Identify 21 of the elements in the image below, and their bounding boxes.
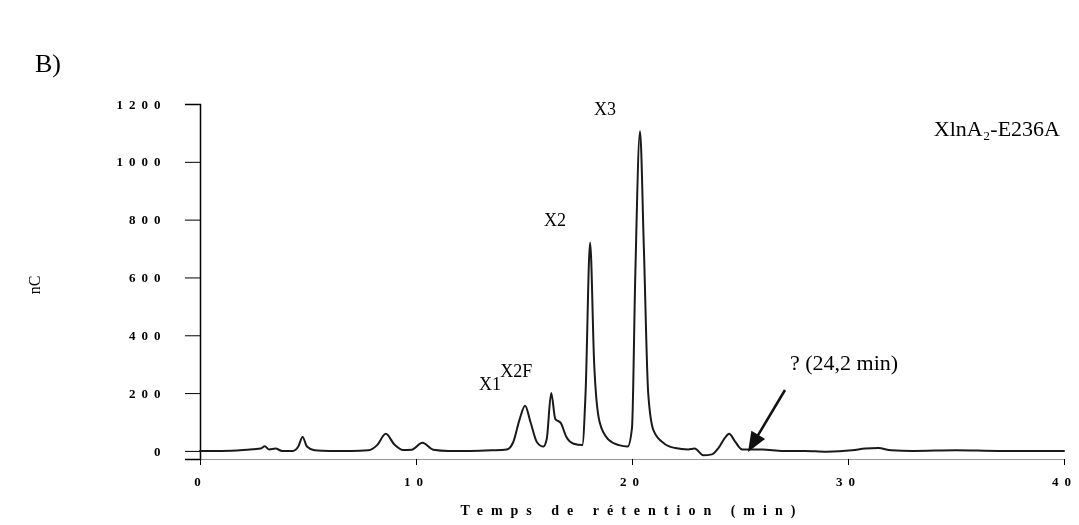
x-tick-label: 0: [194, 474, 207, 490]
x-tick-label: 10: [404, 474, 429, 490]
annotation: X3: [593, 99, 616, 120]
x-tick-label: 20: [620, 474, 645, 490]
y-tick-label: 1000: [116, 154, 167, 170]
x-tick-label: 30: [836, 474, 861, 490]
text: XlnA₂-E236A: [933, 116, 1061, 141]
chart-title: B): [35, 49, 61, 78]
y-tick-label: 1200: [116, 96, 167, 112]
x-tick-label: 40: [1052, 474, 1077, 490]
annotation: X2: [544, 210, 567, 231]
y-tick-label: 0: [153, 443, 167, 459]
annotation: X2F: [500, 361, 533, 382]
y-tick-label: 600: [128, 270, 167, 286]
y-tick-label: 200: [128, 385, 167, 401]
annotation: X1: [479, 373, 502, 394]
y-tick-label: 400: [128, 327, 167, 343]
y-axis-title: nC: [26, 275, 43, 295]
x-axis-title: Temps de rétention (min): [460, 503, 804, 519]
annotation: ? (24,2 min): [790, 350, 899, 375]
y-tick-label: 800: [128, 212, 167, 228]
